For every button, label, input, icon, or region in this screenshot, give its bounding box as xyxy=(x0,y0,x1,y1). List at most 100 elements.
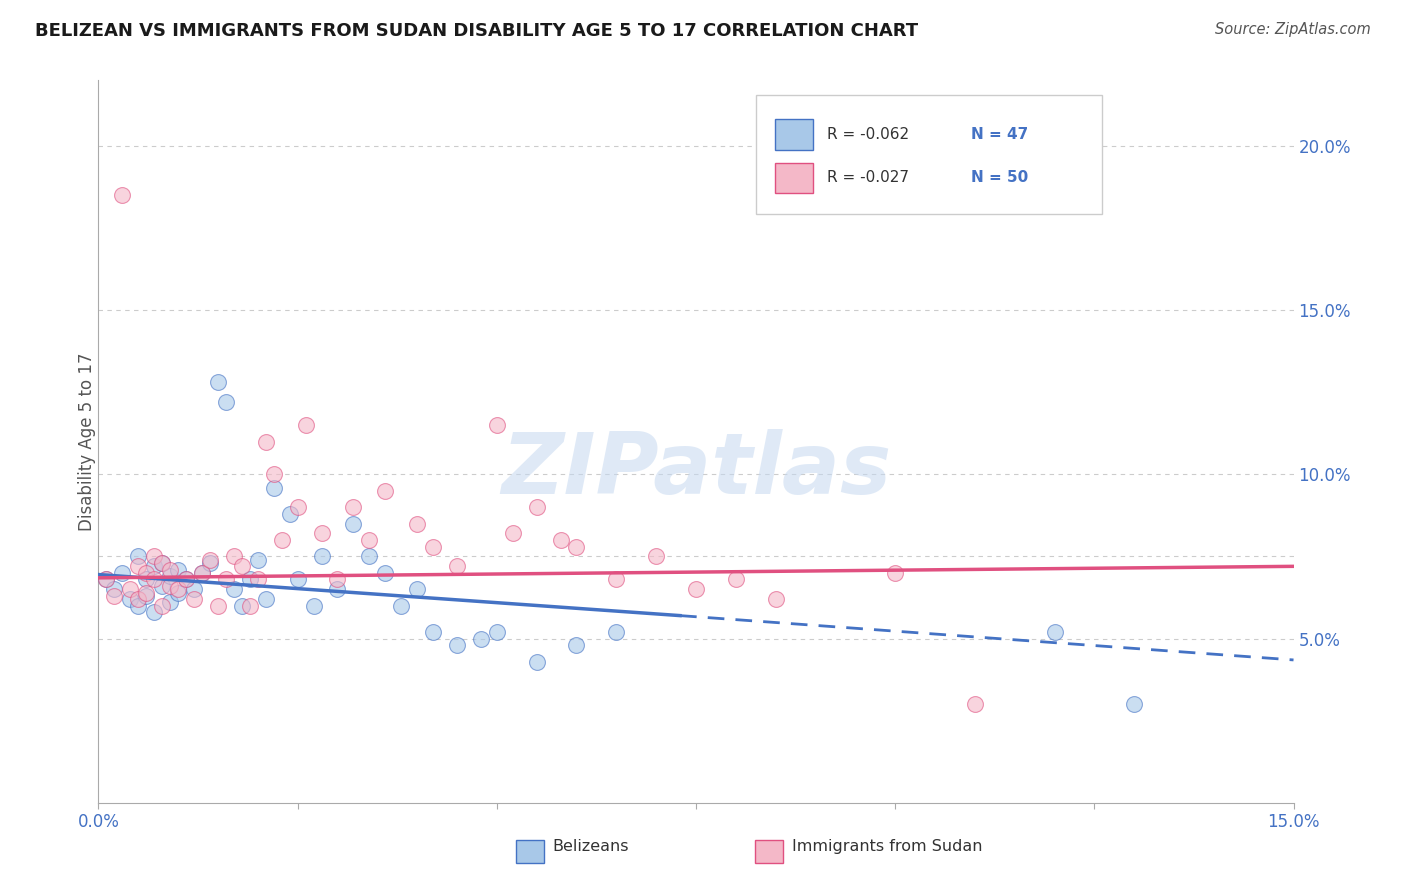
Point xyxy=(765,592,787,607)
Point xyxy=(605,625,627,640)
Point xyxy=(174,573,197,587)
Point xyxy=(963,698,986,712)
Point xyxy=(485,418,508,433)
Point xyxy=(174,573,197,587)
Point xyxy=(406,516,429,531)
Point xyxy=(470,632,492,646)
Point xyxy=(287,500,309,515)
Point xyxy=(526,500,548,515)
Point xyxy=(135,566,157,580)
Point xyxy=(159,579,181,593)
Text: Belizeans: Belizeans xyxy=(553,838,628,854)
Point xyxy=(222,582,245,597)
Point xyxy=(143,549,166,564)
Point xyxy=(263,481,285,495)
Point xyxy=(159,595,181,609)
Point xyxy=(1043,625,1066,640)
Point xyxy=(374,566,396,580)
Point xyxy=(150,579,173,593)
Point xyxy=(342,500,364,515)
Point xyxy=(120,592,142,607)
Point xyxy=(311,526,333,541)
Point xyxy=(96,573,118,587)
FancyBboxPatch shape xyxy=(756,95,1102,214)
Point xyxy=(294,418,316,433)
Point xyxy=(239,573,262,587)
Y-axis label: Disability Age 5 to 17: Disability Age 5 to 17 xyxy=(79,352,96,531)
Point xyxy=(231,599,253,613)
Text: ZIPatlas: ZIPatlas xyxy=(501,429,891,512)
Point xyxy=(120,582,142,597)
Point xyxy=(198,553,221,567)
Text: R = -0.027: R = -0.027 xyxy=(828,170,910,186)
Point xyxy=(422,540,444,554)
FancyBboxPatch shape xyxy=(755,840,783,863)
Point xyxy=(150,556,173,570)
Point xyxy=(143,605,166,619)
Point xyxy=(191,566,214,580)
Point xyxy=(287,573,309,587)
Point xyxy=(605,573,627,587)
FancyBboxPatch shape xyxy=(775,120,813,150)
Point xyxy=(246,573,269,587)
Point xyxy=(550,533,572,547)
Point xyxy=(150,599,173,613)
Point xyxy=(239,599,262,613)
FancyBboxPatch shape xyxy=(775,162,813,193)
Point xyxy=(96,573,118,587)
Point xyxy=(127,599,149,613)
Point xyxy=(302,599,325,613)
Point xyxy=(215,573,238,587)
Text: R = -0.062: R = -0.062 xyxy=(828,127,910,142)
Point xyxy=(565,638,588,652)
Point xyxy=(406,582,429,597)
Point xyxy=(342,516,364,531)
Point xyxy=(150,556,173,570)
Point xyxy=(389,599,412,613)
Point xyxy=(359,549,381,564)
Point xyxy=(446,638,468,652)
Point xyxy=(311,549,333,564)
Point xyxy=(645,549,668,564)
Point xyxy=(526,655,548,669)
Point xyxy=(167,585,190,599)
Point xyxy=(246,553,269,567)
Text: BELIZEAN VS IMMIGRANTS FROM SUDAN DISABILITY AGE 5 TO 17 CORRELATION CHART: BELIZEAN VS IMMIGRANTS FROM SUDAN DISABI… xyxy=(35,22,918,40)
Text: Immigrants from Sudan: Immigrants from Sudan xyxy=(792,838,981,854)
Point xyxy=(183,582,205,597)
Point xyxy=(135,573,157,587)
Point xyxy=(215,395,238,409)
Point xyxy=(278,507,301,521)
Point xyxy=(191,566,214,580)
Point xyxy=(231,559,253,574)
Text: N = 47: N = 47 xyxy=(972,127,1028,142)
FancyBboxPatch shape xyxy=(516,840,544,863)
Point xyxy=(326,582,349,597)
Point xyxy=(111,566,134,580)
Point xyxy=(502,526,524,541)
Point xyxy=(446,559,468,574)
Point xyxy=(270,533,292,547)
Point xyxy=(135,585,157,599)
Point xyxy=(685,582,707,597)
Text: Source: ZipAtlas.com: Source: ZipAtlas.com xyxy=(1215,22,1371,37)
Point xyxy=(254,592,277,607)
Point xyxy=(183,592,205,607)
Point xyxy=(103,589,125,603)
Point xyxy=(143,559,166,574)
Point xyxy=(422,625,444,640)
Text: N = 50: N = 50 xyxy=(972,170,1028,186)
Point xyxy=(127,549,149,564)
Point xyxy=(159,563,181,577)
Point xyxy=(724,573,747,587)
Point xyxy=(254,434,277,449)
Point xyxy=(167,582,190,597)
Point xyxy=(135,589,157,603)
Point xyxy=(374,483,396,498)
Point xyxy=(207,599,229,613)
Point xyxy=(884,566,907,580)
Point xyxy=(111,188,134,202)
Point xyxy=(565,540,588,554)
Point xyxy=(159,569,181,583)
Point xyxy=(127,559,149,574)
